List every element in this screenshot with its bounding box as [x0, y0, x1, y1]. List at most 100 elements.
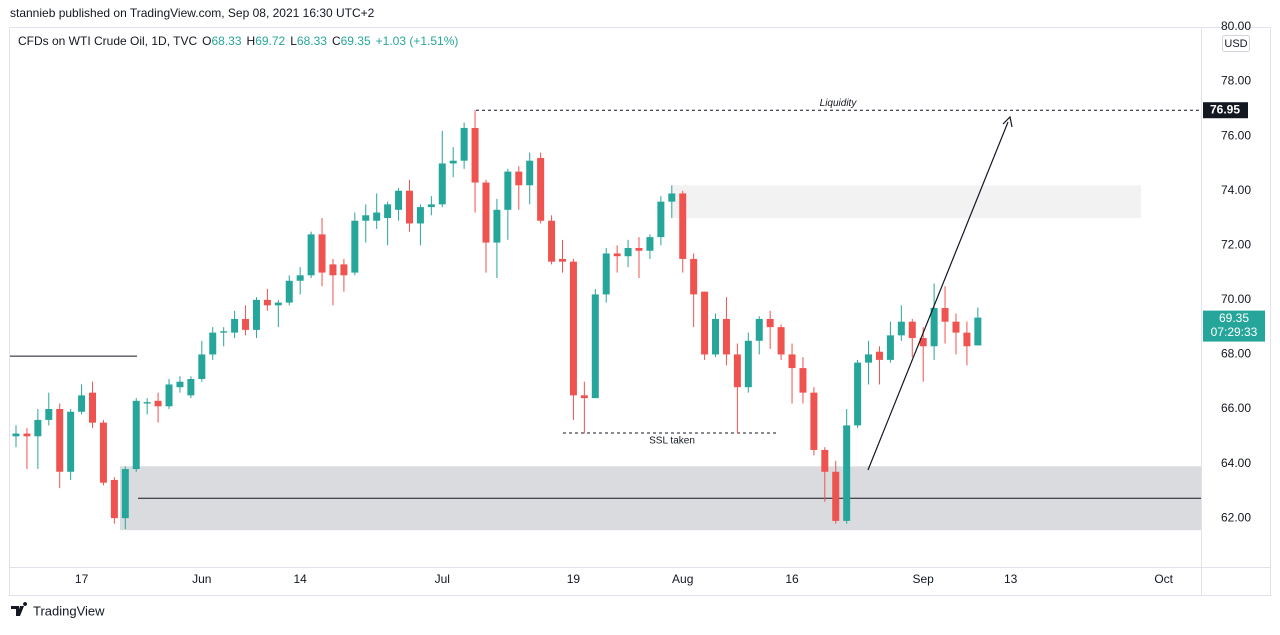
candle-body	[89, 392, 97, 423]
ohlc-label: C	[332, 34, 341, 48]
candle-body	[351, 220, 359, 273]
x-tick-label: Aug	[672, 572, 693, 586]
candle-body	[635, 248, 643, 251]
candle-body	[209, 332, 217, 355]
candle-body	[110, 479, 118, 519]
candle-body	[919, 338, 927, 347]
candle-body	[231, 318, 239, 333]
legend: CFDs on WTI Crude Oil, 1D, TVC O68.33 H69.…	[18, 34, 458, 48]
candle-body	[963, 332, 971, 347]
candle-body	[45, 409, 53, 420]
candle-body	[843, 425, 851, 521]
candle-body	[296, 275, 304, 281]
x-tick-label: Sep	[913, 572, 935, 586]
candle-body	[220, 331, 228, 333]
candle-body	[602, 253, 610, 295]
x-tick-label: 17	[75, 572, 89, 586]
candle-body	[515, 171, 523, 186]
ohlc-value: 69.35	[341, 34, 371, 48]
candle-body	[679, 193, 687, 259]
candle-body	[690, 258, 698, 295]
candle-body	[865, 354, 873, 363]
candle-body	[154, 400, 162, 407]
brand: TradingView	[33, 603, 105, 618]
candle-body	[810, 392, 818, 450]
y-tick-label: 74.00	[1221, 183, 1251, 197]
y-tick-label: 64.00	[1221, 456, 1251, 470]
countdown: 07:29:33	[1211, 325, 1258, 339]
currency: USD	[1224, 38, 1247, 50]
candle-body	[373, 212, 381, 221]
x-tick-label: Jul	[435, 572, 450, 586]
candle-body	[722, 318, 730, 355]
candle-body	[449, 160, 457, 164]
liquidity-label: Liquidity	[820, 98, 858, 109]
candle-body	[657, 201, 665, 238]
candle-body	[121, 469, 129, 519]
x-tick-label: 14	[294, 572, 308, 586]
candle-body	[23, 433, 31, 437]
candle-body	[340, 264, 348, 276]
ohlc-label: L	[290, 34, 297, 48]
y-tick-label: 80.00	[1221, 19, 1251, 33]
x-tick-label: 16	[785, 572, 799, 586]
candle-body	[493, 209, 501, 243]
candle-body	[395, 190, 403, 210]
candle-body	[460, 127, 468, 161]
candle-body	[56, 409, 64, 472]
candle-body	[701, 291, 709, 355]
candle-body	[471, 127, 479, 183]
candle-body	[974, 317, 982, 346]
candle-body	[329, 264, 337, 276]
candle-body	[941, 308, 949, 322]
ohlc-label: H	[247, 34, 256, 48]
candle-body	[482, 182, 490, 243]
candle-body	[854, 362, 862, 426]
arrow-head	[1002, 115, 1013, 128]
y-tick-label: 70.00	[1221, 292, 1251, 306]
candle-body	[405, 190, 413, 224]
logo-icon	[11, 602, 28, 616]
y-tick-label: 66.00	[1221, 401, 1251, 415]
ohlc-value: 69.72	[255, 34, 285, 48]
candle-body	[559, 258, 566, 262]
candle-body	[242, 318, 250, 330]
published-line: stannieb published on TradingView.com, S…	[10, 6, 375, 20]
candle-body	[821, 449, 829, 472]
candle-body	[832, 471, 840, 521]
candle-body	[252, 299, 260, 330]
candle-body	[744, 340, 752, 388]
change: +1.03 (+1.51%)	[376, 34, 459, 48]
candle-body	[766, 318, 774, 328]
currency-badge	[1222, 35, 1250, 52]
last-price-badge	[1203, 310, 1265, 342]
x-tick-label: Oct	[1154, 572, 1173, 586]
candle-body	[952, 321, 960, 333]
candle-body	[788, 354, 796, 369]
candle-body	[132, 400, 140, 470]
candle-body	[624, 248, 632, 257]
y-tick-label: 78.00	[1221, 74, 1251, 88]
candle-body	[897, 321, 905, 336]
candle-body	[99, 422, 107, 483]
candle-body	[307, 234, 315, 276]
candle-body	[187, 378, 195, 396]
symbol: CFDs on WTI Crude Oil, 1D, TVC	[18, 34, 197, 48]
x-tick-label: 19	[567, 572, 581, 586]
candle-body	[318, 234, 326, 273]
candle-body	[12, 433, 20, 437]
candle-body	[613, 253, 621, 257]
candle-body	[285, 280, 293, 303]
candle-body	[416, 207, 424, 224]
candle-body	[176, 381, 184, 388]
liquidity-price: 76.95	[1210, 102, 1240, 116]
last-price: 69.35	[1219, 311, 1249, 325]
candle-body	[537, 157, 545, 221]
candle-body	[930, 308, 938, 347]
candle-body	[777, 327, 785, 355]
candle-body	[67, 411, 75, 472]
ohlc-value: 68.33	[297, 34, 327, 48]
liquidity-badge	[1203, 102, 1248, 119]
x-tick-label: 13	[1004, 572, 1018, 586]
